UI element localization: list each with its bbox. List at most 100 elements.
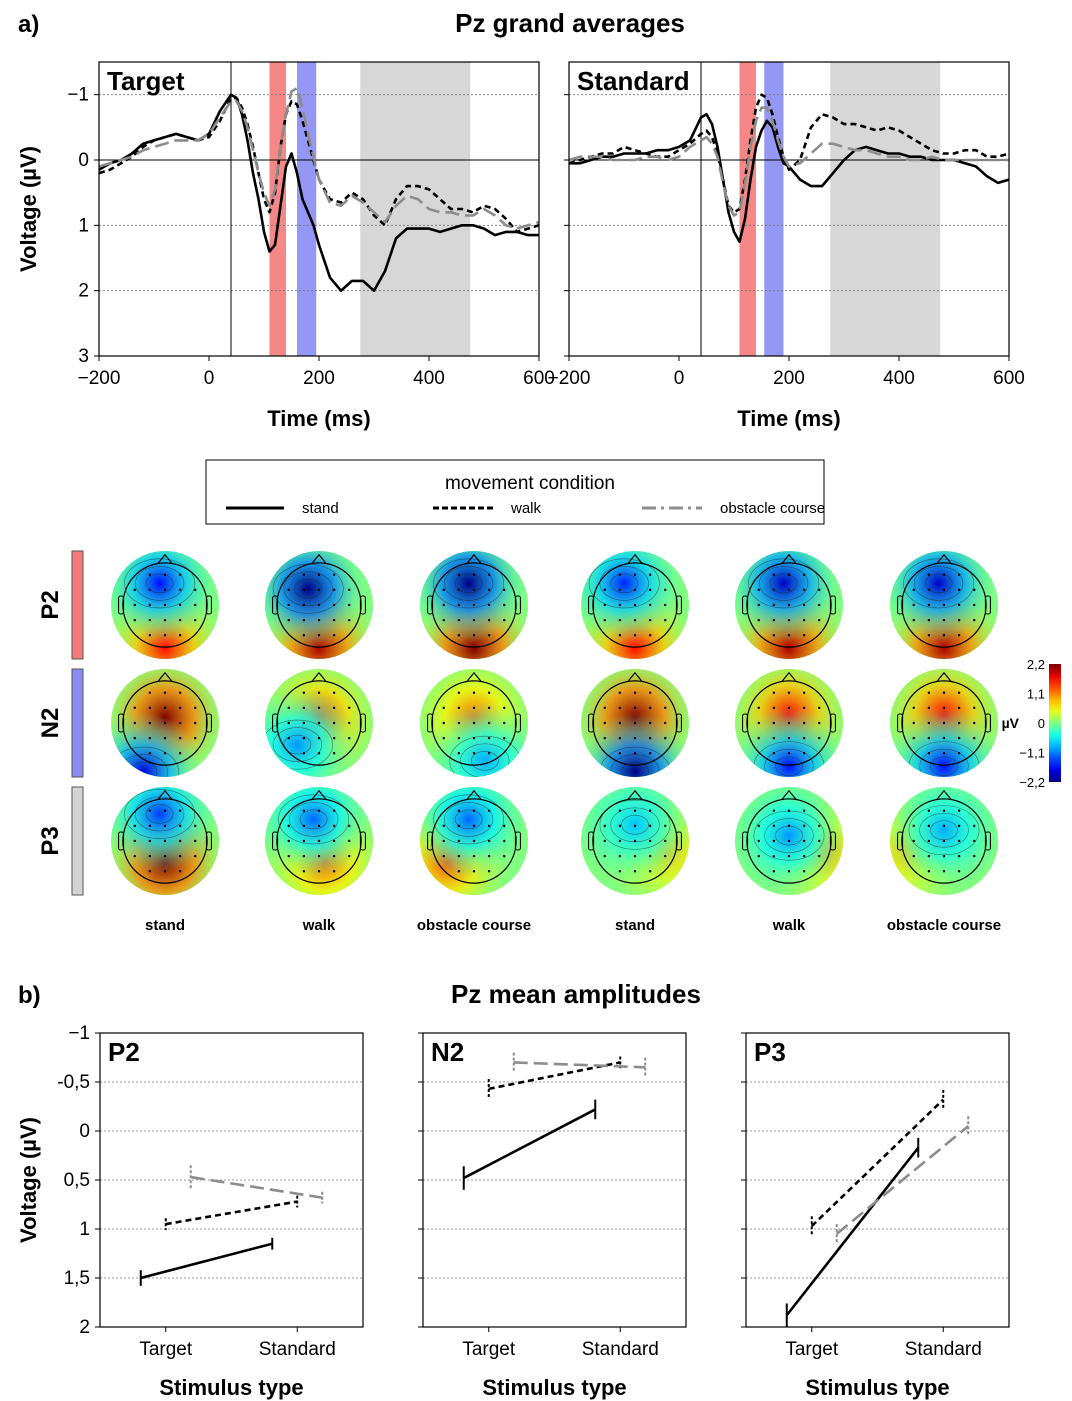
y-axis-label: Voltage (µV) [16,1117,41,1243]
electrode-dot [457,691,461,694]
amplitude-plot-p2: P2 Target Standard Stimulus type −1 -0,5 0 0,5 1… [16,1023,364,1400]
electrode-dot [457,752,461,755]
electrode-dot [317,634,321,637]
electrode-dot [148,752,152,755]
electrode-dot [457,824,461,828]
series-obstacle-course [99,86,539,230]
electrode-dot [648,603,652,607]
legend-box [205,459,825,525]
series-obstacle-course [190,1175,323,1199]
electrode-dot [472,691,476,694]
contour-line [454,809,483,830]
contour-line [124,558,196,609]
electrode-dot [664,721,667,725]
electrode-dot [973,736,976,740]
electrode-dot [472,824,476,828]
contour-line [283,734,312,755]
head-outline [746,798,832,884]
electrode-dot [302,736,306,740]
series-obstacle-course [569,106,1009,217]
series-obstacle-course [513,1061,646,1069]
head-outline [431,562,517,648]
electrode-dot [648,721,652,725]
ear-left [427,595,434,615]
electrode-dot [942,870,946,873]
electrode-dot [818,721,821,725]
electrode-dot [802,706,806,710]
electrode-dot [664,824,667,828]
plot-frame [422,1032,687,1328]
nose-outline [781,553,797,564]
electrode-dot [757,603,760,607]
column-label: obstacle course [887,917,1001,934]
electrode-dot [633,721,637,725]
electrode-dot [618,854,622,858]
electrode-dot [757,736,760,740]
electrode-dot [772,854,776,858]
electrode-dot [487,588,491,592]
electrode-dot [348,839,351,843]
x-tick-label: 200 [773,368,805,389]
topomap [890,551,998,659]
electrode-dot [163,573,167,576]
electrode-dot [648,634,652,637]
electrode-dot [603,839,606,843]
electrode-dot [317,854,321,858]
x-axis-label: Time (ms) [737,406,841,431]
electrode-dot [942,809,946,812]
electrode-dot [332,618,336,622]
electrode-dot [348,618,351,622]
electrode-dot [787,736,791,740]
legend-title: movement condition [445,473,615,494]
series-stand [785,1146,920,1317]
electrode-dot [503,588,506,592]
electrode-dot [287,854,290,858]
electrode-dot [633,691,637,694]
electrode-dot [332,870,336,873]
electrode-dot [317,691,321,694]
head-outline [592,562,678,648]
electrode-dot [457,839,461,843]
electrode-dot [603,824,606,828]
electrode-dot [487,809,491,812]
x-axis-label: Stimulus type [805,1375,949,1400]
electrode-dot [633,752,637,755]
electrode-dot [348,603,351,607]
topomap [581,669,689,777]
electrode-dot [787,573,791,576]
ear-right [829,595,836,615]
electrode-dot [664,736,667,740]
contour-line [599,799,671,850]
contour-line [930,756,958,776]
electrode-dot [787,721,791,725]
contour-line [908,805,980,856]
electrode-dot [472,839,476,843]
y-tick-label: 0,5 [64,1170,90,1191]
head-outline [901,562,987,648]
electrode-dot [194,618,197,622]
electrode-dot [503,736,506,740]
electrode-dot [757,824,760,828]
electrode-dot [472,721,476,725]
electrode-dot [442,839,445,843]
panel-title: P3 [754,1037,786,1067]
x-tick-label: 200 [303,368,335,389]
electrode-dot [942,634,946,637]
nose-outline [311,671,327,682]
electrode-dot [348,706,351,710]
electrode-dot [194,603,197,607]
electrode-dot [332,854,336,858]
electrode-dot [302,618,306,622]
electrode-dot [973,721,976,725]
column-label: stand [615,917,655,934]
electrode-dot [912,603,915,607]
electrode-dot [772,588,776,592]
electrode-dot [472,854,476,858]
contour-line [764,748,814,777]
electrode-dot [287,824,290,828]
electrode-dot [618,618,622,622]
electrode-dot [603,588,606,592]
electrode-dot [302,824,306,828]
electrode-dot [302,839,306,843]
panel-title: Standard [577,66,690,96]
